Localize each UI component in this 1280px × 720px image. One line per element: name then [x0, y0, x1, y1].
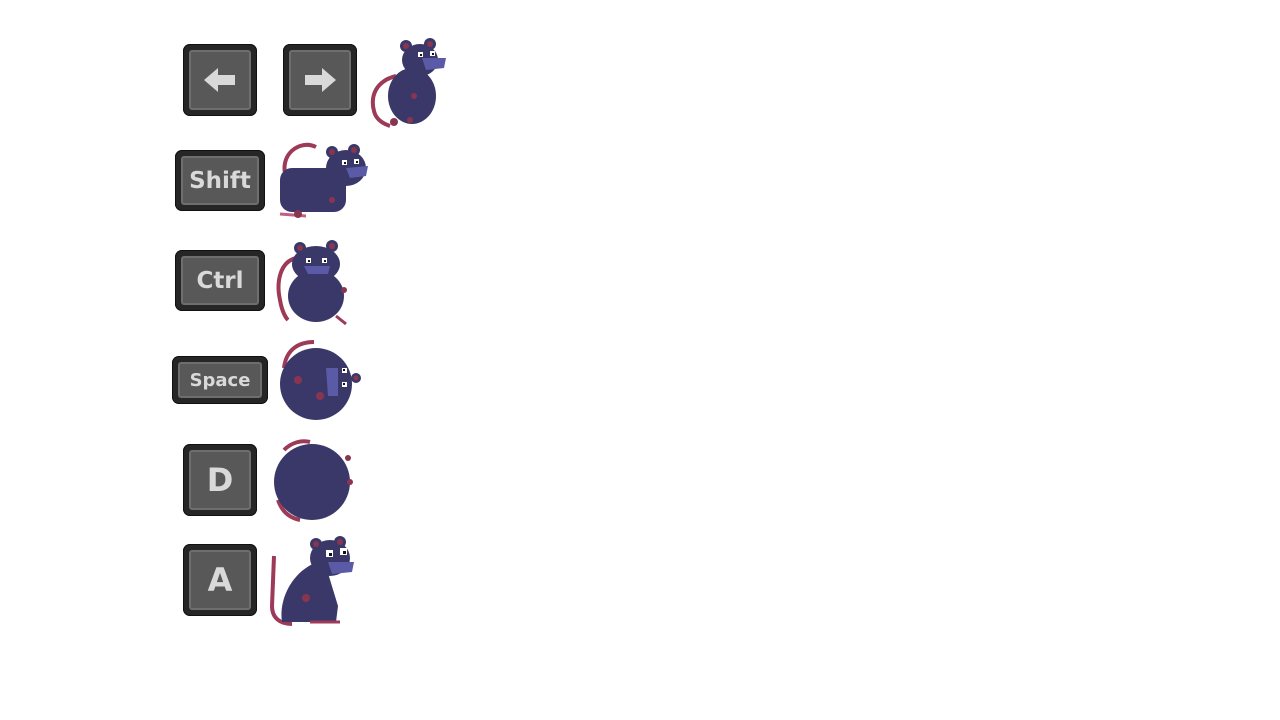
- space-key: Space: [172, 356, 268, 404]
- right-arrow-key-face: [289, 50, 351, 110]
- rat-sit-sprite: [269, 536, 354, 626]
- shift-key: Shift: [175, 150, 265, 211]
- a-key: A: [183, 544, 257, 616]
- left-arrow-key-face: [189, 50, 251, 110]
- rat-roll-sprite: [274, 439, 353, 522]
- arrow-right-icon: [305, 68, 336, 92]
- rat-jump-sprite: [280, 340, 361, 420]
- right-arrow-key: [283, 44, 357, 116]
- ctrl-key-label: Ctrl: [181, 256, 259, 305]
- d-key-label: D: [189, 450, 251, 510]
- space-key-label: Space: [178, 362, 262, 398]
- shift-key-label: Shift: [181, 156, 259, 205]
- rat-crouch-sprite: [276, 240, 347, 326]
- rat-walk-sprite: [370, 38, 446, 128]
- left-arrow-key: [183, 44, 257, 116]
- arrow-left-icon: [204, 68, 235, 92]
- d-key: D: [183, 444, 257, 516]
- ctrl-key: Ctrl: [175, 250, 265, 311]
- a-key-label: A: [189, 550, 251, 610]
- rat-run-sprite: [279, 142, 368, 218]
